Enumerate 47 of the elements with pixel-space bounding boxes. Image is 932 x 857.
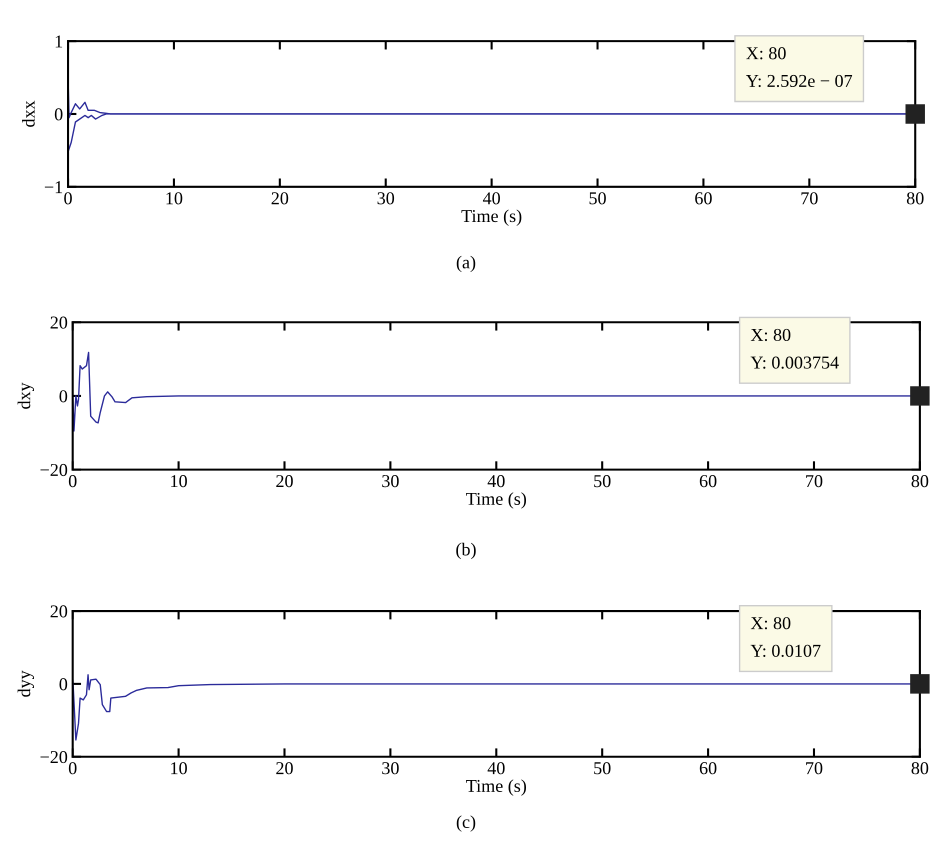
- x-tick-label: 60: [695, 192, 712, 204]
- y-axis-title: dxx: [22, 100, 35, 127]
- x-tick-label: 50: [590, 192, 606, 204]
- y-tick-label: −20: [40, 750, 68, 764]
- x-tick-label: 10: [171, 475, 187, 488]
- x-tick-label: 60: [700, 475, 716, 488]
- y-tick-label: 20: [50, 605, 68, 618]
- y-tick-label: −1: [44, 181, 62, 194]
- x-tick-label: 70: [806, 762, 822, 774]
- text: (c): [456, 815, 476, 832]
- x-tick-label: 0: [68, 762, 77, 774]
- y-tick-label: 1: [56, 35, 62, 48]
- y-tick-label: 0: [54, 108, 62, 120]
- x-axis-title: Time (s): [466, 779, 526, 796]
- x-tick-label: 20: [272, 192, 288, 204]
- x-tick-label: 70: [801, 192, 818, 204]
- text: (a): [456, 256, 476, 272]
- y-tick-label: 20: [50, 316, 68, 329]
- annotation: X: 80 Y: 2.592e − 07: [746, 47, 852, 88]
- x-tick-label: 50: [594, 762, 611, 774]
- x-tick-label: 80: [906, 192, 924, 204]
- y-axis-title: dxy: [18, 382, 34, 409]
- x-tick-label: 0: [68, 475, 77, 488]
- x-tick-label: 30: [378, 192, 394, 204]
- y-tick-label: 0: [59, 390, 68, 402]
- x-tick-label: 60: [700, 762, 716, 774]
- y-tick-label: −20: [40, 464, 68, 476]
- x-tick-label: 80: [912, 475, 928, 488]
- y-axis-title: dyy: [18, 670, 34, 697]
- y-tick-label: 0: [59, 678, 68, 690]
- text: (b): [456, 542, 476, 560]
- x-axis-title: Time (s): [466, 492, 526, 509]
- annotation: X: 80 Y: 0.0107: [750, 617, 820, 657]
- x-tick-label: 40: [482, 192, 500, 204]
- x-tick-label: 40: [488, 475, 505, 488]
- x-tick-label: 70: [806, 475, 822, 488]
- x-tick-label: 10: [171, 762, 187, 774]
- x-tick-label: 50: [594, 475, 611, 488]
- x-tick-label: 30: [382, 762, 399, 774]
- x-tick-label: 20: [276, 762, 293, 774]
- x-tick-label: 10: [166, 192, 182, 204]
- x-tick-label: 30: [382, 475, 399, 488]
- annotation: X: 80 Y: 0.003754: [750, 328, 839, 369]
- x-tick-label: 20: [276, 475, 293, 488]
- x-axis-title: Time (s): [461, 209, 522, 226]
- x-tick-label: 40: [488, 762, 505, 774]
- x-tick-label: 80: [912, 762, 928, 774]
